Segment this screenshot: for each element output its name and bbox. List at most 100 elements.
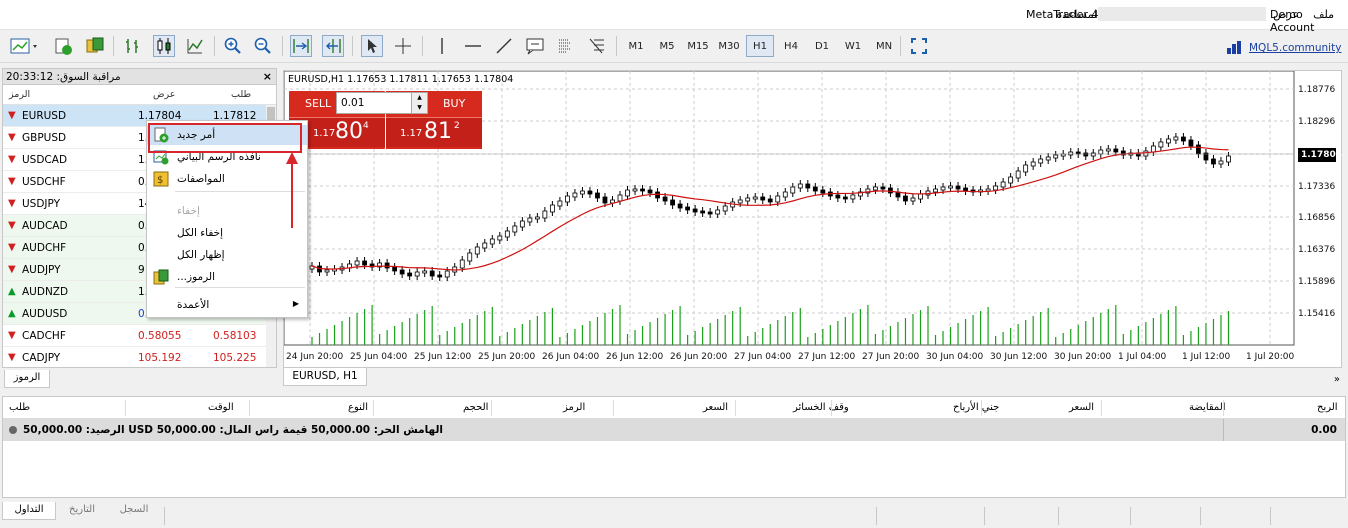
chart-shift-button[interactable] — [322, 35, 344, 57]
arrow-down-icon: ▼ — [8, 176, 16, 187]
candle-body — [1008, 176, 1014, 184]
bar-chart-button[interactable] — [122, 35, 144, 57]
arrow-down-icon: ▼ — [8, 352, 16, 363]
horizontal-line-button[interactable] — [462, 35, 484, 57]
menu-item[interactable]: ملف — [1313, 8, 1334, 21]
zoom-in-button[interactable] — [222, 35, 244, 57]
close-icon[interactable]: × — [262, 70, 272, 83]
tab-trade[interactable]: التداول — [2, 502, 56, 520]
balance-text: الرصيد: 50,000.00 USD الهامش الحر: 50,00… — [23, 424, 444, 436]
candle-body — [437, 274, 443, 278]
timeframe-h1[interactable]: H1 — [746, 35, 774, 57]
column-header[interactable]: الحجم — [463, 402, 489, 413]
new-chart-button[interactable] — [8, 35, 42, 57]
timeframe-mn[interactable]: MN — [875, 40, 893, 52]
y-tick-label: 1.18296 — [1298, 117, 1335, 127]
context-item-label: إخفاء الكل — [177, 227, 224, 239]
column-header[interactable]: الوقت — [208, 402, 234, 413]
timeframe-m30[interactable]: M30 — [718, 40, 740, 52]
col-bid[interactable]: عرض — [153, 89, 176, 100]
column-header[interactable]: وقف الخسائر — [793, 402, 849, 413]
tab-symbols[interactable]: الرموز — [4, 370, 50, 388]
column-header[interactable]: المقايضة — [1189, 402, 1226, 413]
zoom-out-button[interactable] — [252, 35, 274, 57]
column-header[interactable]: السعر — [703, 402, 729, 413]
vertical-line-button[interactable] — [431, 35, 453, 57]
timeframe-w1[interactable]: W1 — [844, 40, 862, 52]
column-header[interactable]: السعر — [1069, 402, 1095, 413]
tab-eurusd-h1[interactable]: EURUSD, H1 — [283, 368, 367, 386]
candle-body — [790, 186, 796, 194]
line-chart-button[interactable] — [184, 35, 206, 57]
cursor-button[interactable] — [361, 35, 383, 57]
zoom-in-icon — [224, 37, 241, 54]
symbol-name: GBPUSD — [22, 132, 67, 144]
candlestick-button[interactable] — [153, 35, 175, 57]
bid-value: 0. — [138, 220, 149, 232]
trendline-button[interactable] — [493, 35, 515, 57]
candle-body — [617, 194, 623, 202]
horizontal-line-icon — [465, 45, 481, 47]
column-header[interactable]: جني الأرباح — [953, 402, 1000, 413]
tab-journal[interactable]: السجل — [119, 504, 149, 515]
symbol-row[interactable]: ▼ EURUSD 1.17804 1.17812 — [3, 105, 276, 127]
candle-body — [565, 195, 570, 203]
timeframe-h4[interactable]: H4 — [784, 40, 798, 52]
column-header[interactable]: الرمز — [563, 402, 586, 413]
mql5-community-link[interactable]: MQL5.community — [1226, 40, 1341, 56]
fullscreen-icon — [911, 38, 927, 54]
channel-button[interactable] — [555, 35, 577, 57]
candle-body — [407, 272, 413, 277]
crosshair-button[interactable] — [392, 35, 414, 57]
candle-body — [835, 194, 841, 199]
context-item-5[interactable]: إخفاء الكل — [147, 223, 307, 243]
menu-item[interactable]: عرض — [1273, 8, 1300, 21]
column-header[interactable]: النوع — [348, 402, 368, 413]
timeframe-m1[interactable]: M1 — [628, 40, 644, 52]
buy-button[interactable]: BUY 1.17 81 2 — [386, 91, 482, 149]
menu-item[interactable]: المساعدة — [1056, 8, 1101, 21]
candle-body — [1120, 150, 1126, 156]
candle-body — [422, 270, 428, 274]
text-label-button[interactable] — [524, 35, 546, 57]
crosshair-icon — [395, 38, 411, 54]
context-item-6[interactable]: إظهار الكل — [147, 245, 307, 265]
market-watch-button[interactable] — [84, 35, 106, 57]
candle-body — [1188, 139, 1194, 147]
tab-history[interactable]: التاريخ — [69, 504, 95, 515]
col-ask[interactable]: طلب — [231, 89, 252, 100]
candle-body — [1098, 149, 1104, 155]
moving-average-line — [311, 146, 1229, 271]
x-tick-label: 1 Jul 04:00 — [1118, 352, 1167, 362]
chart-window[interactable]: 1.18776 1.18296 1.17804 1.17336 1.16856 1.163… — [283, 70, 1342, 368]
candle-body — [572, 192, 578, 198]
column-header[interactable]: الربح — [1317, 402, 1338, 413]
terminal-panel: طلب الوقت النوع الحجم الرمز السعر وقف الخسائر ج… — [2, 396, 1346, 498]
candle-body — [392, 266, 398, 272]
autoscroll-button[interactable] — [290, 35, 312, 57]
symbol-row[interactable]: ▼ CADCHF 0.58055 0.58103 — [3, 325, 276, 347]
candle-body — [948, 185, 953, 189]
candle-body — [903, 195, 908, 202]
context-item-3[interactable]: $ المواصفات — [147, 169, 307, 189]
symbol-row[interactable]: ▼ CADJPY 105.192 105.225 — [3, 347, 276, 367]
fibonacci-button[interactable] — [586, 35, 608, 57]
market-watch-columns: طلب عرض الرمز — [3, 85, 276, 105]
timeframe-d1[interactable]: D1 — [814, 40, 830, 52]
context-item-8[interactable]: الأعمدة ▶ — [147, 295, 307, 315]
column-header[interactable]: طلب — [9, 402, 31, 413]
context-item-1[interactable]: أمر جديد — [147, 125, 307, 145]
lot-stepper[interactable]: ▲ ▼ — [411, 93, 427, 113]
timeframe-m5[interactable]: M5 — [659, 40, 675, 52]
context-item-7[interactable]: ...الرموز — [147, 267, 307, 287]
candle-body — [797, 183, 803, 189]
expand-icon[interactable]: » — [1333, 374, 1340, 385]
lot-size-input[interactable]: 0.01 ▲ ▼ — [336, 92, 428, 114]
fullscreen-button[interactable] — [908, 35, 930, 57]
balance-row: الرصيد: 50,000.00 USD الهامش الحر: 50,00… — [3, 419, 1345, 441]
profiles-button[interactable] — [52, 35, 74, 57]
timeframe-m15[interactable]: M15 — [687, 40, 709, 52]
channel-icon — [559, 39, 571, 53]
col-symbol[interactable]: الرمز — [9, 89, 31, 100]
candle-body — [489, 238, 495, 245]
